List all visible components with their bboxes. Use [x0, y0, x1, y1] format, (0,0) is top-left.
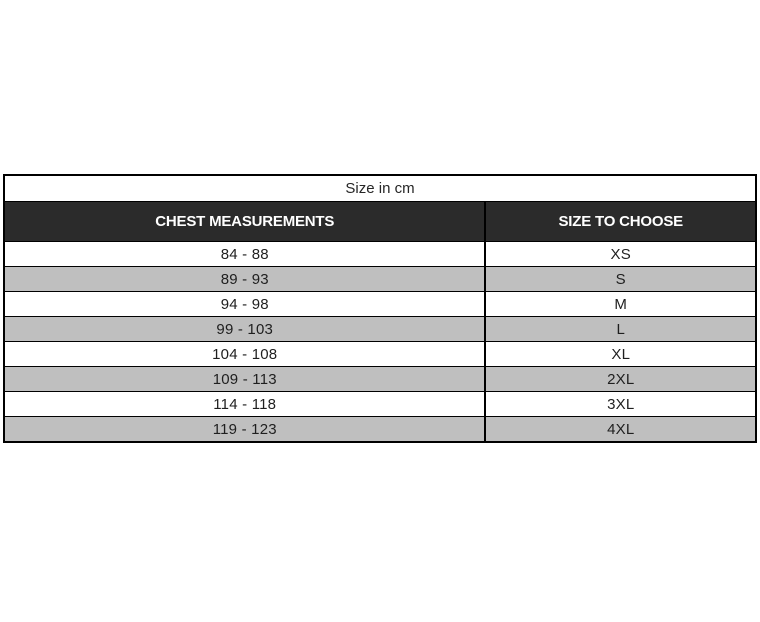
size-cell: XL: [611, 345, 631, 363]
table-row: 109 - 113 2XL: [5, 366, 755, 391]
chest-measurement-cell: 84 - 88: [5, 242, 487, 266]
size-chart-table: Size in cm CHEST MEASUREMENTS SIZE TO CH…: [3, 174, 757, 443]
size-cell: XS: [610, 245, 631, 263]
table-header-row: CHEST MEASUREMENTS SIZE TO CHOOSE: [5, 201, 755, 241]
chest-measurement-cell: 104 - 108: [5, 342, 487, 366]
chest-measurement-cell: 94 - 98: [5, 292, 487, 316]
column-header-size-to-choose: SIZE TO CHOOSE: [558, 213, 684, 230]
table-row: 94 - 98 M: [5, 291, 755, 316]
column-header-chest-measurements: CHEST MEASUREMENTS: [5, 202, 487, 241]
chest-measurement-cell: 89 - 93: [5, 267, 487, 291]
table-row: 119 - 123 4XL: [5, 416, 755, 441]
chest-measurement-cell: 114 - 118: [5, 392, 487, 416]
table-caption: Size in cm: [5, 176, 755, 201]
table-row: 84 - 88 XS: [5, 241, 755, 266]
table-row: 114 - 118 3XL: [5, 391, 755, 416]
table-row: 104 - 108 XL: [5, 341, 755, 366]
size-cell: 2XL: [607, 370, 635, 388]
chest-measurement-cell: 99 - 103: [5, 317, 487, 341]
size-cell: L: [616, 320, 625, 338]
chest-measurement-cell: 109 - 113: [5, 367, 487, 391]
table-caption-label: Size in cm: [345, 180, 415, 197]
size-cell: 4XL: [607, 420, 635, 438]
table-row: 99 - 103 L: [5, 316, 755, 341]
size-cell: M: [614, 295, 628, 313]
size-cell: S: [615, 270, 626, 288]
table-row: 89 - 93 S: [5, 266, 755, 291]
chest-measurement-cell: 119 - 123: [5, 417, 487, 441]
size-cell: 3XL: [607, 395, 635, 413]
